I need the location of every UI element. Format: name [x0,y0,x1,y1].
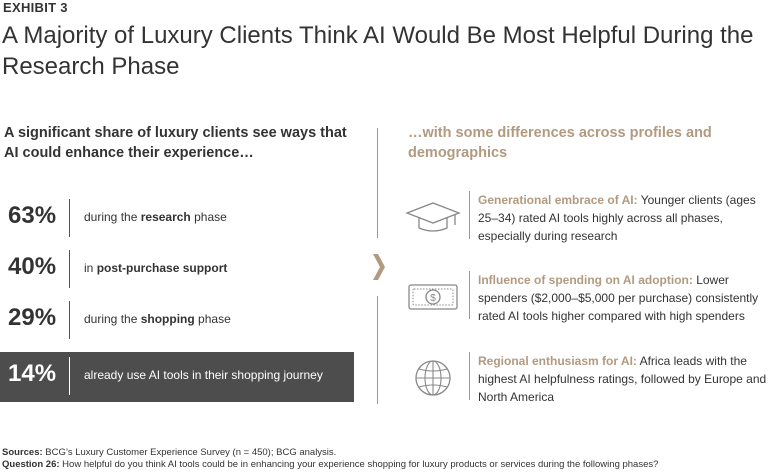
right-heading: …with some differences across profiles a… [408,125,712,161]
page-title: A Majority of Luxury Clients Think AI Wo… [2,22,754,80]
insight-body: Africa leads with the highest AI helpful… [478,354,767,404]
stat-value: 40% [8,253,57,280]
stat-row: 63% during the research phase [0,194,354,244]
stat-value: 14% [8,360,57,387]
stat-separator [69,301,70,339]
stat-label: already use AI tools in their shopping j… [84,368,323,382]
insight-separator [469,191,470,239]
stat-row: 40% in post-purchase support [0,245,354,295]
question-text: How helpful do you think AI tools could … [59,459,659,470]
stat-label-emphasis: post-purchase support [96,261,228,275]
stat-value: 63% [8,202,57,229]
stat-label-emphasis: research [140,210,191,224]
stat-label-text: during the [84,312,141,326]
insight-body: Lower spenders ($2,000–$5,000 per purcha… [478,273,759,323]
globe-icon [415,360,451,396]
stat-row: 29% during the shopping phase [0,296,354,346]
insight-lead: Generational embrace of AI: [478,193,638,207]
exhibit-label: EXHIBIT 3 [3,0,68,15]
stat-label-text: already use AI tools in their shopping j… [84,368,323,382]
question-label: Question 26: [2,459,60,470]
stat-separator [69,199,70,237]
insight-spending: $ Influence of spending on AI adoption: … [403,271,768,327]
sources-note: Sources: BCG’s Luxury Customer Experienc… [2,447,336,458]
sources-label: Sources: [2,447,43,458]
insight-lead: Influence of spending on AI adoption: [478,273,693,287]
left-heading: A significant share of luxury clients se… [4,125,347,161]
sources-text: BCG’s Luxury Customer Experience Survey … [42,447,337,458]
divider-top [377,128,378,238]
stat-separator [69,250,70,288]
insight-generational: Generational embrace of AI: Younger clie… [403,191,768,247]
dollar-bill-icon: $ [408,284,458,310]
insight-separator [469,352,470,400]
insight-text: Generational embrace of AI: Younger clie… [478,191,768,245]
chevron-right-icon [373,254,385,280]
divider-bottom [377,296,378,404]
stat-label: in post-purchase support [84,261,227,275]
insight-regional: Regional enthusiasm for AI: Africa leads… [403,352,768,408]
insight-lead: Regional enthusiasm for AI: [478,354,637,368]
insight-text: Influence of spending on AI adoption: Lo… [478,271,768,325]
stat-row: 14% already use AI tools in their shoppin… [0,352,354,402]
stat-separator [69,357,70,395]
stat-label-text: during the [84,210,141,224]
insight-body: Younger clients (ages 25–34) rated AI to… [478,193,756,243]
insight-separator [469,271,470,319]
stat-label: during the research phase [84,210,227,224]
stat-label-text: phase [194,312,231,326]
stat-label-emphasis: shopping [140,312,195,326]
stat-label-text: phase [190,210,227,224]
stat-label: during the shopping phase [84,312,231,326]
svg-text:$: $ [430,293,436,304]
question-note: Question 26: How helpful do you think AI… [2,459,658,470]
graduation-cap-icon [405,202,461,232]
insight-text: Regional enthusiasm for AI: Africa leads… [478,352,768,406]
stat-value: 29% [8,304,57,331]
stat-label-text: in [84,261,97,275]
